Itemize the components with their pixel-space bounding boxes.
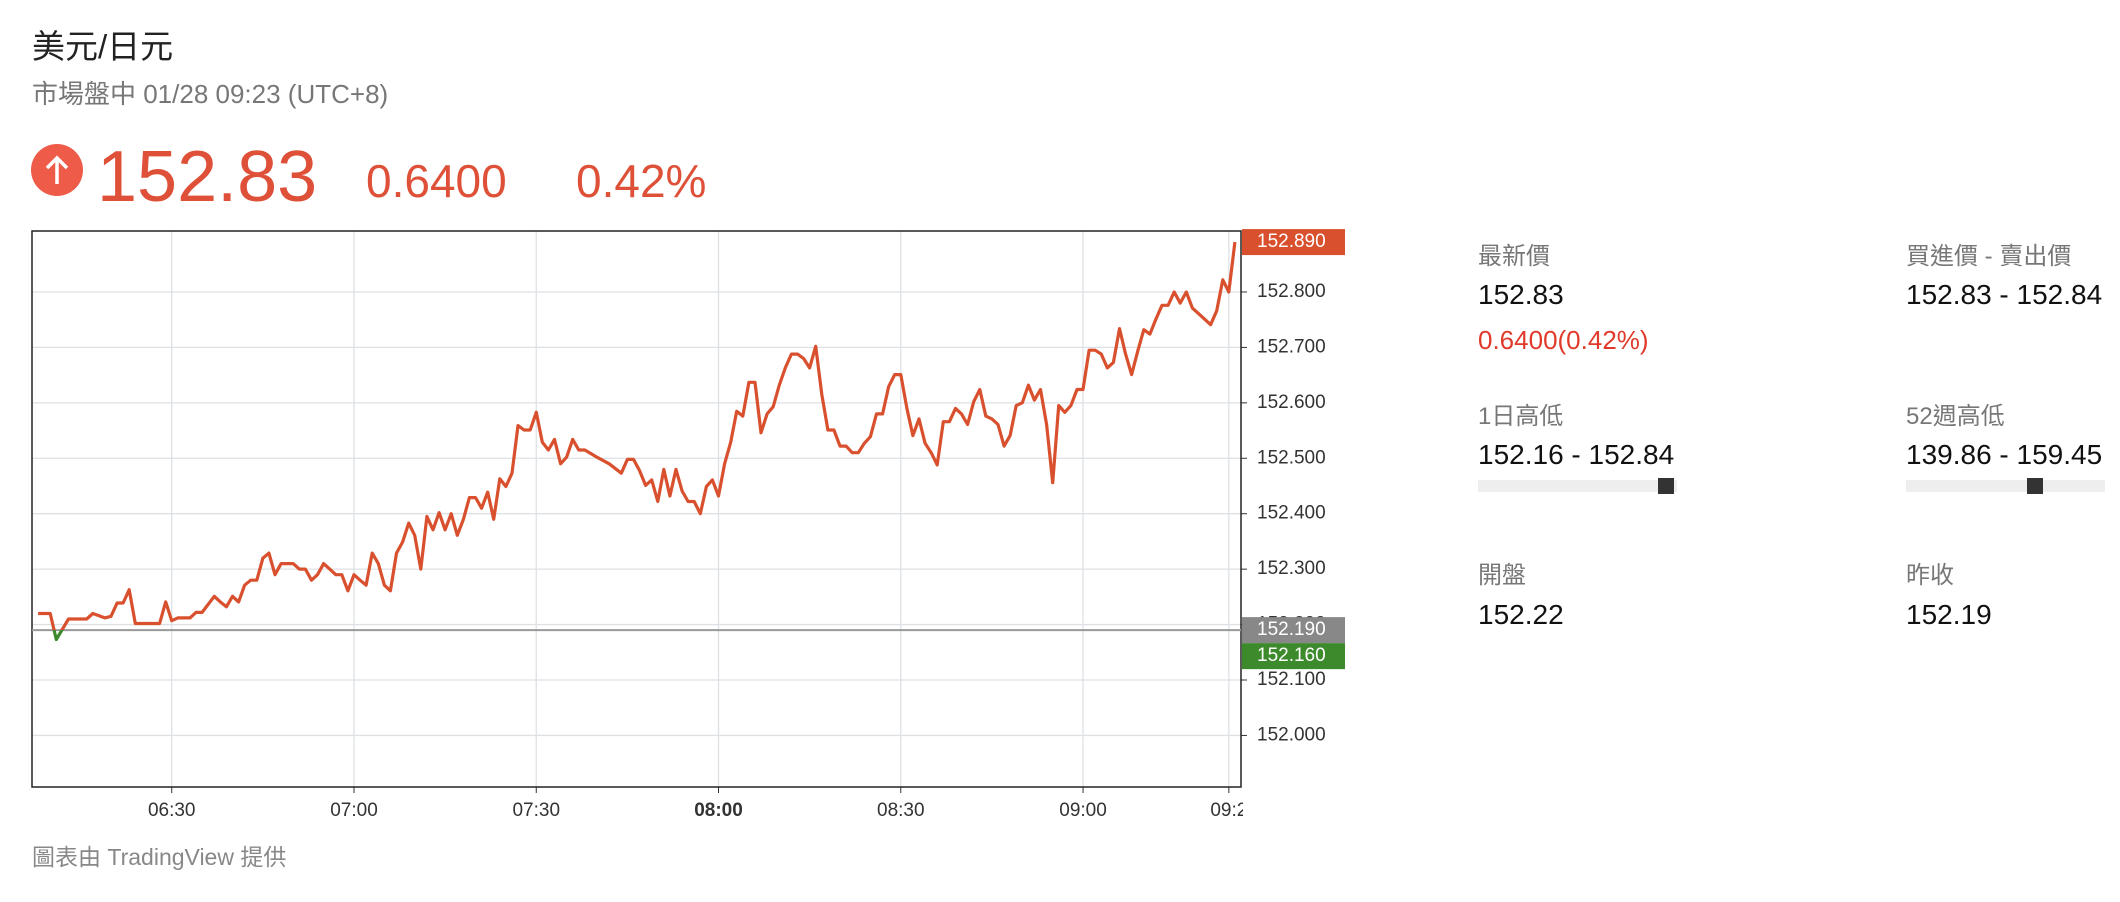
- range-marker: [1658, 478, 1675, 494]
- x-tick-label: 08:00: [694, 800, 743, 821]
- stat-label: 最新價: [1478, 243, 1550, 270]
- y-tick-label: 152.100: [1257, 669, 1326, 690]
- y-tick-label: 152.500: [1257, 447, 1326, 468]
- range-bar: [1906, 478, 2105, 494]
- price-badge-label: 152.190: [1257, 619, 1326, 640]
- stat-value: 152.16 - 152.84: [1478, 439, 1675, 470]
- range-bar: [1478, 478, 1677, 494]
- stat-value: 152.83: [1478, 279, 1564, 310]
- price-badge-label: 152.160: [1257, 645, 1326, 666]
- x-tick-label: 07:30: [512, 800, 560, 821]
- price-badge: [1242, 229, 1345, 256]
- price: 152.83: [97, 137, 318, 217]
- price-badge-label: 152.890: [1257, 231, 1326, 252]
- y-tick-label: 152.700: [1257, 336, 1326, 357]
- y-tick-label: 152.000: [1257, 724, 1326, 745]
- y-tick-label: 152.400: [1257, 503, 1326, 524]
- x-tick-label: 06:30: [148, 800, 196, 821]
- title: 美元/日元: [32, 28, 174, 65]
- market-status: 市場盤中 01/28 09:23 (UTC+8): [32, 79, 389, 109]
- stat-value: 152.83 - 152.84: [1906, 279, 2103, 310]
- x-tick-label: 09:00: [1059, 800, 1107, 821]
- x-tick-label: 08:30: [877, 800, 925, 821]
- stat-change: 0.6400(0.42%): [1478, 325, 1649, 355]
- x-tick-label: 09:2: [1210, 800, 1247, 821]
- up-arrow-icon: [31, 144, 83, 196]
- stat-value: 152.19: [1906, 599, 1992, 630]
- y-tick-label: 152.600: [1257, 392, 1326, 413]
- range-marker: [2027, 478, 2044, 494]
- stat-label: 昨收: [1906, 562, 1954, 589]
- change: 0.6400: [366, 155, 507, 207]
- price-badge: [1242, 643, 1345, 670]
- y-tick-label: 152.300: [1257, 558, 1326, 579]
- plot-frame: [31, 230, 1242, 788]
- stat-label: 開盤: [1478, 562, 1526, 589]
- chart-credit: 圖表由 TradingView 提供: [32, 844, 287, 870]
- stat-label: 52週高低: [1906, 403, 2005, 430]
- change-percent: 0.42%: [576, 155, 707, 207]
- stat-label: 1日高低: [1478, 403, 1564, 430]
- x-tick-label: 07:00: [330, 800, 378, 821]
- chart: 152.000152.100152.200152.300152.400152.5…: [31, 229, 1345, 821]
- stat-label: 買進價 - 賣出價: [1906, 243, 2072, 270]
- stat-value: 139.86 - 159.45: [1906, 439, 2103, 470]
- price-badge: [1242, 617, 1345, 644]
- y-tick-label: 152.800: [1257, 281, 1326, 302]
- stat-value: 152.22: [1478, 599, 1564, 630]
- price-line: [38, 241, 1237, 631]
